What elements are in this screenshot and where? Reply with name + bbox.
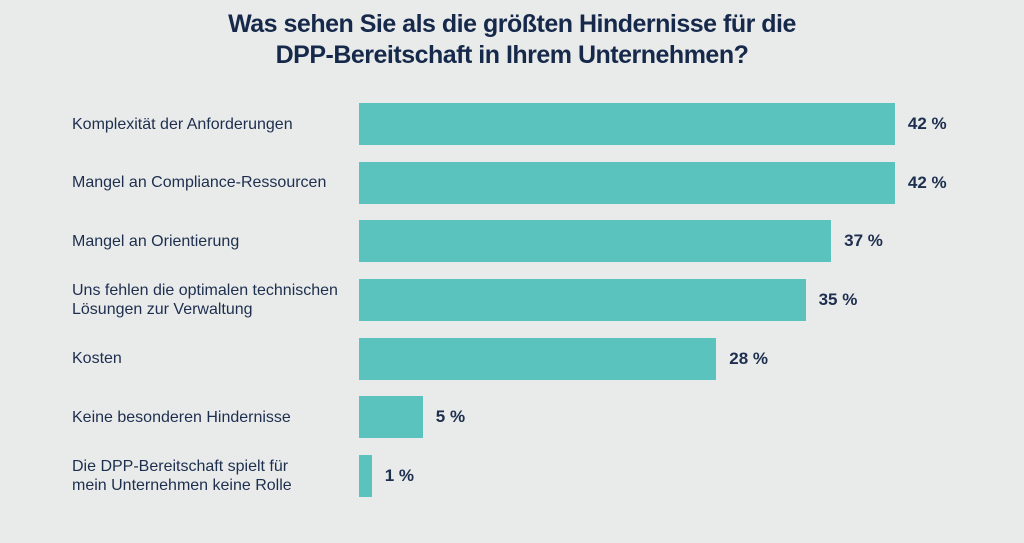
bar-track: 5 % [359,396,466,439]
bar-row: Mangel an Compliance-Ressourcen 42 % [0,161,1024,204]
bar-track: 37 % [359,220,883,263]
value-label: 42 % [907,114,947,133]
bar-row: Keine besonderen Hindernisse 5 % [0,396,1024,439]
value-label: 5 % [435,407,466,427]
bar [359,337,717,380]
bar [359,103,895,145]
bar-track: 28 % [359,337,769,380]
category-label: Uns fehlen die optimalen technischen Lös… [72,282,338,319]
bar [359,220,832,263]
category-label: Die DPP-Bereitschaft spielt für mein Unt… [72,458,292,495]
bar-row: Die DPP-Bereitschaft spielt für mein Unt… [0,455,1024,498]
bar [359,279,806,322]
chart-title-line-1: Was sehen Sie als die größten Hinderniss… [228,10,796,38]
bar-track: 42 % [359,161,947,204]
chart-title: Was sehen Sie als die größten Hinderniss… [0,0,1024,71]
category-label: Mangel an Orientierung [72,232,240,250]
bar-rows: Komplexität der Anforderungen 42 % Mange… [0,103,1024,498]
category-label: Keine besonderen Hindernisse [72,408,291,426]
bar [359,455,372,498]
category-label: Komplexität der Anforderungen [72,115,293,133]
category-label: Kosten [72,350,122,368]
value-label: 42 % [907,172,947,192]
chart-title-line-2: DPP-Bereitschaft in Ihrem Unternehmen? [275,41,749,69]
bar [359,396,423,439]
value-label: 28 % [729,348,769,368]
bar-track: 42 % [359,103,947,145]
value-label: 37 % [844,231,883,251]
bar [359,161,895,204]
bar-row: Uns fehlen die optimalen technischen Lös… [0,279,1024,322]
bar-row: Mangel an Orientierung 37 % [0,220,1024,263]
category-label: Mangel an Compliance-Ressourcen [72,174,327,192]
value-label: 35 % [818,290,858,310]
bar-track: 35 % [359,279,858,322]
bar-track: 1 % [359,455,415,498]
bar-row: Kosten 28 % [0,337,1024,380]
bar-row: Komplexität der Anforderungen 42 % [0,103,1024,145]
value-label: 1 % [384,466,415,486]
